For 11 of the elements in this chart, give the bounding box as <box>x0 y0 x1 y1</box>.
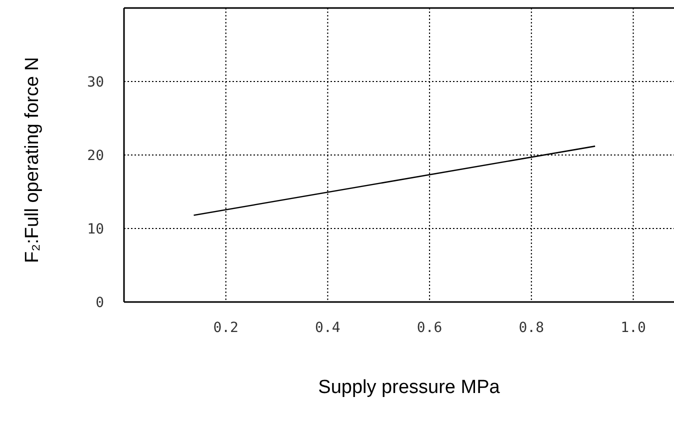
x-tick-label: 0.2 <box>213 320 238 336</box>
y-tick-label: 10 <box>87 222 104 238</box>
x-tick-label: 0.4 <box>315 320 340 336</box>
x-tick-label: 0.6 <box>416 320 442 336</box>
x-tick-label: 1.0 <box>620 320 646 336</box>
y-tick-label: 30 <box>87 74 104 90</box>
y-axis-title: F₂:Full operating force N <box>22 57 43 263</box>
y-tick-label: 0 <box>96 295 104 311</box>
x-tick-label: 0.8 <box>518 320 544 336</box>
y-tick-label: 20 <box>87 148 104 164</box>
x-axis-title: Supply pressure MPa <box>318 377 500 398</box>
